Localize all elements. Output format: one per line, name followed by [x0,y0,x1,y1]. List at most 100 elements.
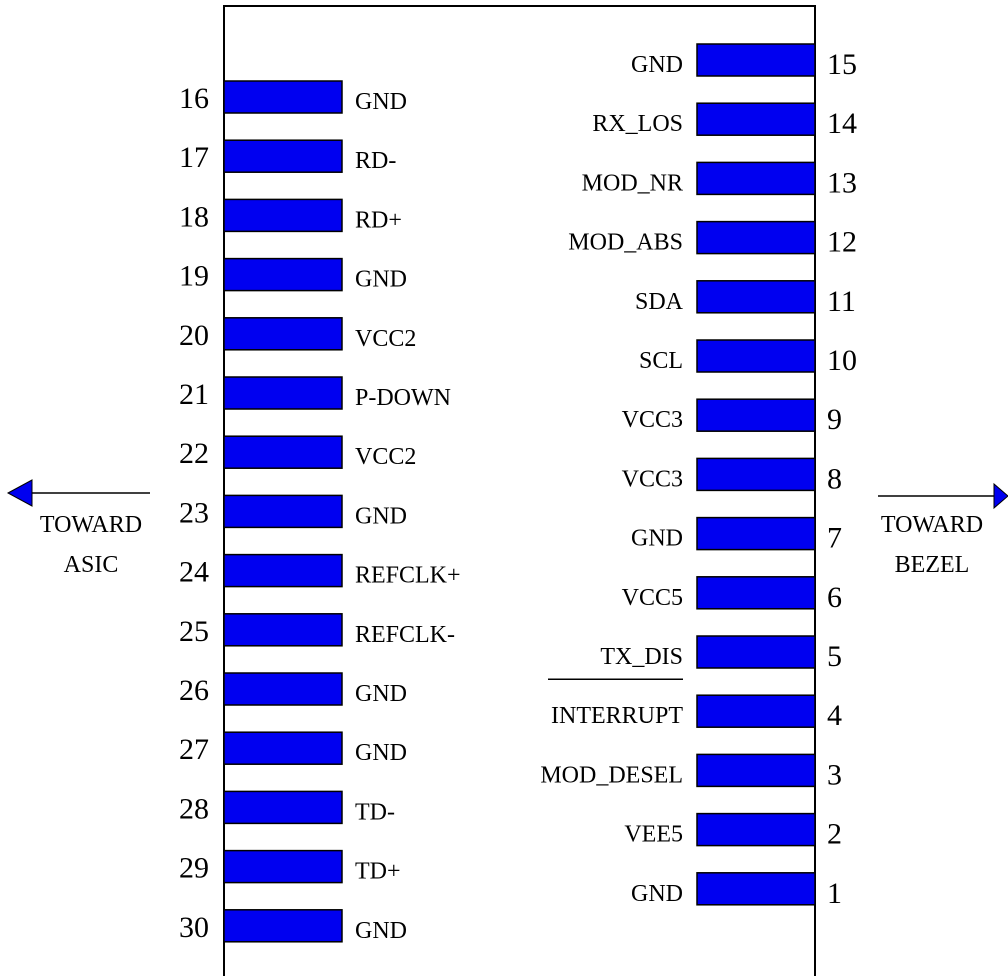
pin-label: VCC3 [622,466,683,492]
pin-number: 6 [827,581,842,614]
pin-22: 22 VCC2 [179,435,416,470]
pin-pad [223,317,343,351]
pin-number: 20 [179,319,209,352]
toward-asic-line1: TOWARD [40,512,142,538]
pin-17: 17 RD- [179,139,396,174]
pin-number: 9 [827,403,842,436]
pin-label: GND [631,526,683,552]
pin-number: 30 [179,911,209,944]
pin-18: 18 RD+ [179,198,402,233]
pin-pad [696,872,816,906]
pin-label: REFCLK+ [355,563,461,589]
pin-label: GND [355,503,407,529]
pin-number: 28 [179,792,209,825]
pin-label: GND [631,881,683,907]
pin-number: 13 [827,166,857,199]
pin-pad [223,613,343,647]
pin-label: VCC3 [622,407,683,433]
pin-label: GND [355,267,407,293]
arrow-left-icon [6,479,33,507]
pin-pad [696,576,816,610]
pin-23: 23 GND [179,494,407,529]
pin-number: 27 [179,733,209,766]
pin-9: 9 VCC3 [622,398,842,436]
pin-pad [223,435,343,469]
left-pin-row: 16 GND 17 RD- 18 RD+ 19 GND 20 VCC2 21 P-DOWN 22 VCC2… [179,80,461,944]
pin-number: 11 [827,285,856,318]
pin-label: GND [355,681,407,707]
pin-number: 4 [827,699,842,732]
pin-15: 15 GND [631,43,857,81]
pin-pad [223,257,343,292]
pin-number: 14 [827,107,857,140]
pin-label: REFCLK- [355,622,455,648]
pin-24: 24 REFCLK+ [179,553,461,589]
pin-pad [696,694,816,728]
pin-label: GND [631,52,683,78]
pin-pad [696,220,816,255]
pin-pad [223,494,343,529]
pin-label: RX_LOS [592,111,683,137]
pin-3: 3 MOD_DESEL [540,753,842,791]
pin-label: GND [355,918,407,944]
pin-14: 14 RX_LOS [592,102,857,140]
pin-12: 12 MOD_ABS [568,220,857,259]
pin-label: GND [355,740,407,766]
pin-number: 15 [827,48,857,81]
pin-26: 26 GND [179,672,407,707]
pin-pad [223,198,343,233]
pin-pad [696,339,816,373]
right-pin-row: 15GND14RX_LOS13MOD_NR12MOD_ABS11SDA10SCL… [540,43,857,910]
pin-number: 25 [179,615,209,648]
pin-pad [696,43,816,77]
pin-number: 23 [179,496,209,529]
pin-6: 6 VCC5 [622,576,842,614]
pin-number: 22 [179,437,209,470]
pin-number: 2 [827,818,842,851]
pin-pad [223,80,343,114]
pin-7: 7 GND [631,516,842,555]
pin-pad [223,731,343,765]
pin-pad [696,398,816,432]
pin-pad [223,672,343,706]
pin-10: 10 SCL [639,339,857,377]
pin-label: MOD_ABS [568,230,683,256]
pin-label: TD- [355,799,395,825]
pin-28: 28 TD- [179,790,395,825]
pin-27: 27 GND [179,731,407,766]
pin-number: 16 [179,82,209,115]
pin-number: 7 [827,522,842,555]
toward-asic-arrow: TOWARD ASIC [6,479,150,578]
pin-29: 29 TD+ [179,849,401,885]
toward-bezel-line2: BEZEL [895,552,970,578]
pin-label: TD+ [355,859,401,885]
pin-pad [223,849,343,884]
pin-number: 29 [179,852,209,885]
pin-pad [223,553,343,588]
pin-pad [223,790,343,825]
pin-number: 21 [179,378,209,411]
pin-pad [696,161,816,196]
pin-25: 25 REFCLK- [179,613,455,648]
pin-pad [696,812,816,847]
pin-11: 11 SDA [635,280,856,318]
pin-label: TX_DIS [600,644,683,670]
pin-1: 1 GND [631,872,842,910]
pin-number: 18 [179,200,209,233]
pin-label: VCC2 [355,444,416,470]
pin-pad [696,457,816,492]
pin-label: P-DOWN [355,385,451,411]
pin-number: 17 [179,141,209,174]
pin-16: 16 GND [179,80,407,115]
pin-pad [696,635,816,669]
pin-19: 19 GND [179,257,407,293]
pin-number: 26 [179,674,209,707]
pin-pad [223,139,343,173]
pin-13: 13 MOD_NR [582,161,857,199]
pin-number: 3 [827,758,842,791]
pin-20: 20 VCC2 [179,317,416,352]
pin-21: 21 P-DOWN [179,376,451,411]
pin-label: VEE5 [624,822,683,848]
pin-number: 1 [827,877,842,910]
